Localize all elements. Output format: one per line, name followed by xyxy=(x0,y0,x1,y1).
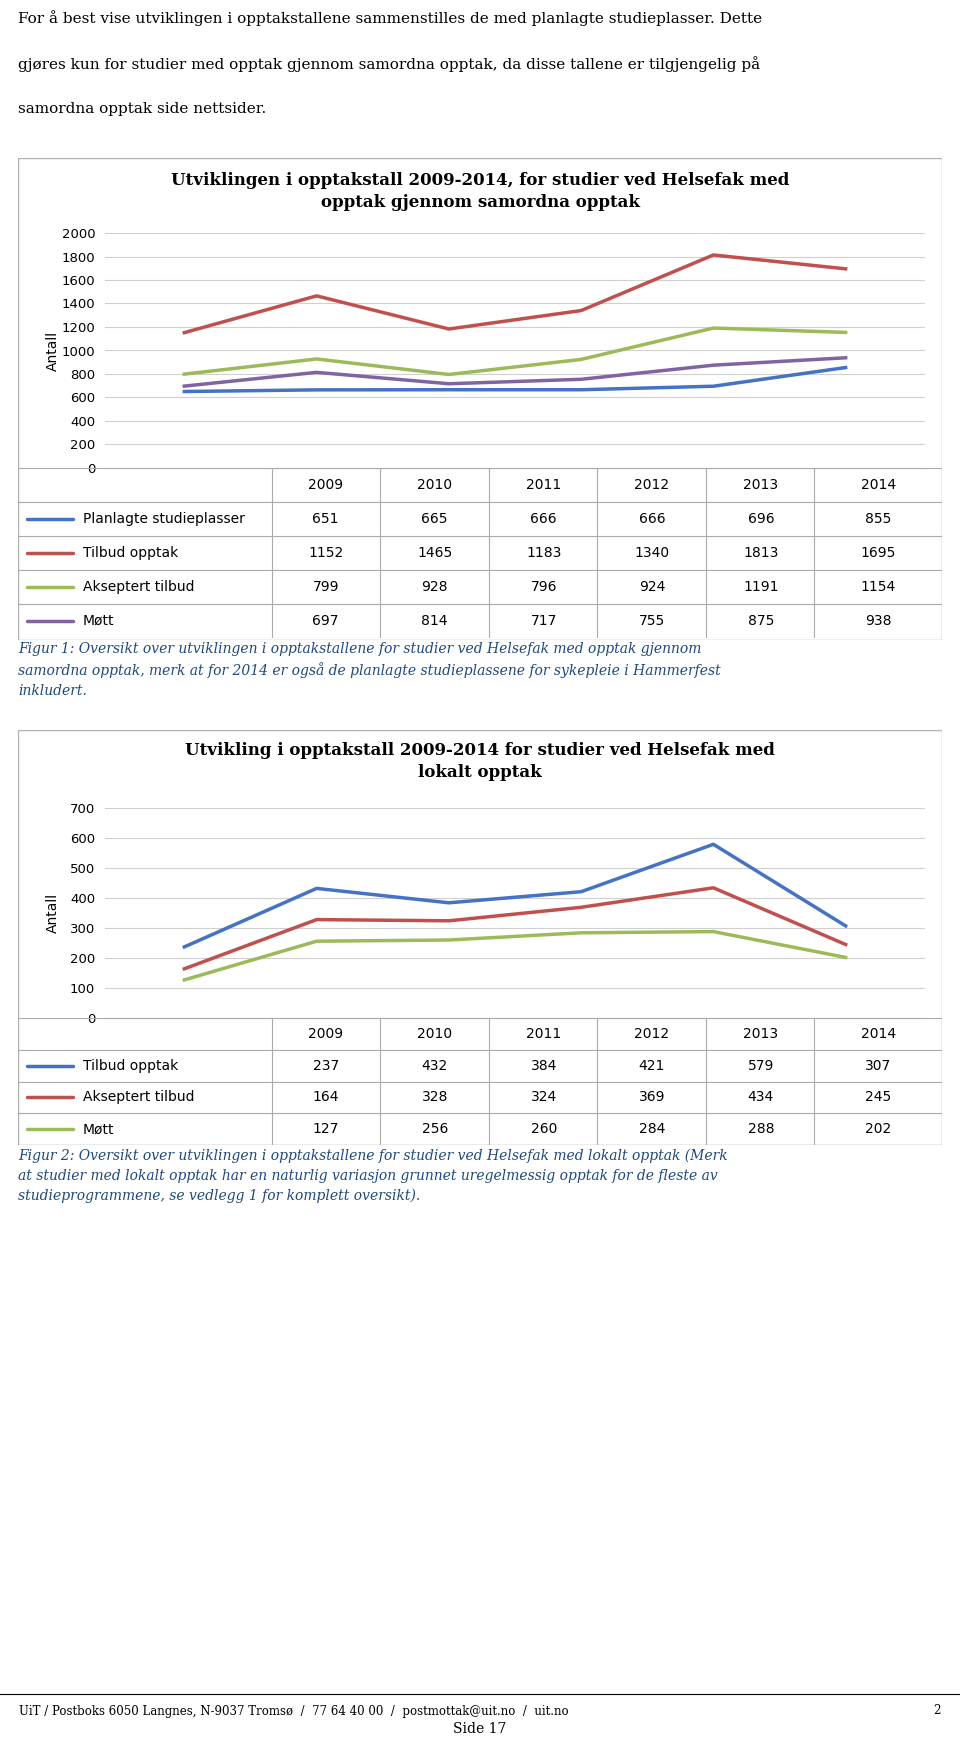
Text: Akseptert tilbud: Akseptert tilbud xyxy=(83,1090,194,1104)
Text: 875: 875 xyxy=(748,614,774,627)
Text: 284: 284 xyxy=(638,1123,665,1137)
Text: 755: 755 xyxy=(638,614,665,627)
Text: 434: 434 xyxy=(748,1090,774,1104)
Text: 202: 202 xyxy=(865,1123,892,1137)
Text: For å best vise utviklingen i opptakstallene sammenstilles de med planlagte stud: For å best vise utviklingen i opptakstal… xyxy=(18,10,762,26)
Text: 1813: 1813 xyxy=(743,546,779,560)
Text: 814: 814 xyxy=(421,614,448,627)
Text: 1465: 1465 xyxy=(417,546,452,560)
Text: 796: 796 xyxy=(531,580,557,594)
Text: 260: 260 xyxy=(531,1123,557,1137)
FancyBboxPatch shape xyxy=(18,158,942,640)
Text: 2009: 2009 xyxy=(308,478,344,492)
Text: Side 17: Side 17 xyxy=(453,1722,507,1736)
Text: Utviklingen i opptakstall 2009-2014, for studier ved Helsefak med
opptak gjennom: Utviklingen i opptakstall 2009-2014, for… xyxy=(171,172,789,210)
Text: 666: 666 xyxy=(531,513,557,527)
Text: 924: 924 xyxy=(638,580,665,594)
Text: gjøres kun for studier med opptak gjennom samordna opptak, da disse tallene er t: gjøres kun for studier med opptak gjenno… xyxy=(18,56,760,71)
Text: 256: 256 xyxy=(421,1123,448,1137)
Text: 651: 651 xyxy=(312,513,339,527)
Text: 164: 164 xyxy=(312,1090,339,1104)
Text: 328: 328 xyxy=(421,1090,448,1104)
Text: 1340: 1340 xyxy=(635,546,669,560)
Y-axis label: Antall: Antall xyxy=(46,893,60,933)
Text: 307: 307 xyxy=(865,1058,892,1072)
Text: 1152: 1152 xyxy=(308,546,344,560)
Text: 2009: 2009 xyxy=(308,1027,344,1041)
Text: 237: 237 xyxy=(313,1058,339,1072)
Text: 245: 245 xyxy=(865,1090,892,1104)
Text: 579: 579 xyxy=(748,1058,774,1072)
Text: 2014: 2014 xyxy=(861,1027,896,1041)
Text: 432: 432 xyxy=(421,1058,448,1072)
Text: 696: 696 xyxy=(748,513,774,527)
Text: 1695: 1695 xyxy=(860,546,896,560)
Text: 2010: 2010 xyxy=(418,1027,452,1041)
Text: 1154: 1154 xyxy=(860,580,896,594)
Text: 717: 717 xyxy=(531,614,557,627)
Text: Planlagte studieplasser: Planlagte studieplasser xyxy=(83,513,245,527)
Text: 928: 928 xyxy=(421,580,448,594)
Text: 2: 2 xyxy=(933,1705,941,1717)
Text: 938: 938 xyxy=(865,614,892,627)
Text: 666: 666 xyxy=(638,513,665,527)
Text: 1191: 1191 xyxy=(743,580,779,594)
Text: 665: 665 xyxy=(421,513,448,527)
Text: 2013: 2013 xyxy=(743,1027,779,1041)
Text: 697: 697 xyxy=(312,614,339,627)
Text: Akseptert tilbud: Akseptert tilbud xyxy=(83,580,194,594)
Text: UiT / Postboks 6050 Langnes, N-9037 Tromsø  /  77 64 40 00  /  postmottak@uit.no: UiT / Postboks 6050 Langnes, N-9037 Trom… xyxy=(19,1705,569,1717)
Text: Tilbud opptak: Tilbud opptak xyxy=(83,1058,178,1072)
Text: 855: 855 xyxy=(865,513,892,527)
Text: Utvikling i opptakstall 2009-2014 for studier ved Helsefak med
lokalt opptak: Utvikling i opptakstall 2009-2014 for st… xyxy=(185,742,775,780)
Text: 421: 421 xyxy=(638,1058,665,1072)
Text: 1183: 1183 xyxy=(526,546,562,560)
Text: Tilbud opptak: Tilbud opptak xyxy=(83,546,178,560)
Text: 2013: 2013 xyxy=(743,478,779,492)
Y-axis label: Antall: Antall xyxy=(46,330,60,370)
FancyBboxPatch shape xyxy=(18,730,942,1145)
Text: 799: 799 xyxy=(312,580,339,594)
Text: 288: 288 xyxy=(748,1123,774,1137)
Text: 2011: 2011 xyxy=(526,1027,562,1041)
Text: Møtt: Møtt xyxy=(83,614,114,627)
Text: Figur 1: Oversikt over utviklingen i opptakstallene for studier ved Helsefak med: Figur 1: Oversikt over utviklingen i opp… xyxy=(18,641,721,699)
Text: Figur 2: Oversikt over utviklingen i opptakstallene for studier ved Helsefak med: Figur 2: Oversikt over utviklingen i opp… xyxy=(18,1149,728,1203)
Text: 369: 369 xyxy=(638,1090,665,1104)
Text: 384: 384 xyxy=(531,1058,557,1072)
Text: 324: 324 xyxy=(531,1090,557,1104)
Text: 2014: 2014 xyxy=(861,478,896,492)
Text: Møtt: Møtt xyxy=(83,1123,114,1137)
Text: 127: 127 xyxy=(313,1123,339,1137)
Text: 2010: 2010 xyxy=(418,478,452,492)
Text: 2012: 2012 xyxy=(635,1027,669,1041)
Text: 2011: 2011 xyxy=(526,478,562,492)
Text: samordna opptak side nettsider.: samordna opptak side nettsider. xyxy=(18,103,266,116)
Text: 2012: 2012 xyxy=(635,478,669,492)
